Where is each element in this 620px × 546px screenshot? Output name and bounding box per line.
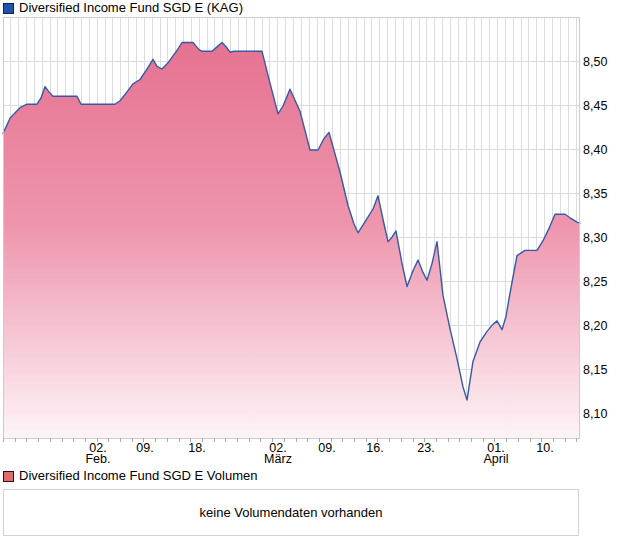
x-axis-month-label: April	[483, 452, 508, 466]
y-axis-label: 8,45	[583, 99, 607, 113]
price-chart[interactable]: 02.Feb.09.18.02.März09.16.23.01.April10.…	[0, 0, 620, 475]
y-axis-label: 8,10	[583, 407, 607, 421]
x-axis-day-label: 23.	[417, 441, 434, 455]
x-axis-month-label: März	[264, 452, 292, 466]
y-axis-label: 8,20	[583, 319, 607, 333]
x-axis-day-label: 18.	[188, 441, 205, 455]
volume-series-swatch-icon	[3, 471, 14, 482]
x-axis-month-label: Feb.	[85, 452, 110, 466]
x-axis-day-label: 09.	[136, 441, 153, 455]
volume-legend-label: Diversified Income Fund SGD E Volumen	[19, 470, 257, 482]
volume-placeholder-panel: keine Volumendaten vorhanden	[3, 489, 579, 536]
y-axis-labels: 8,50 8,45 8,40 8,35 8,30 8,25 8,20 8,15 8,10	[583, 55, 607, 421]
x-axis-labels: 02.Feb.09.18.02.März09.16.23.01.April10.	[85, 441, 553, 466]
y-axis-label: 8,50	[583, 55, 607, 69]
y-axis-label: 8,30	[583, 231, 607, 245]
volume-legend: Diversified Income Fund SGD E Volumen	[3, 470, 257, 482]
volume-placeholder-message: keine Volumendaten vorhanden	[200, 505, 383, 520]
y-axis-label: 8,25	[583, 275, 607, 289]
y-axis-label: 8,35	[583, 187, 607, 201]
x-axis-day-label: 09.	[318, 441, 335, 455]
y-axis-label: 8,15	[583, 363, 607, 377]
y-axis-label: 8,40	[583, 143, 607, 157]
x-axis-day-label: 10.	[536, 441, 553, 455]
fund-chart-widget: Diversified Income Fund SGD E (KAG) 02.F…	[0, 0, 620, 546]
x-axis-day-label: 16.	[366, 441, 383, 455]
